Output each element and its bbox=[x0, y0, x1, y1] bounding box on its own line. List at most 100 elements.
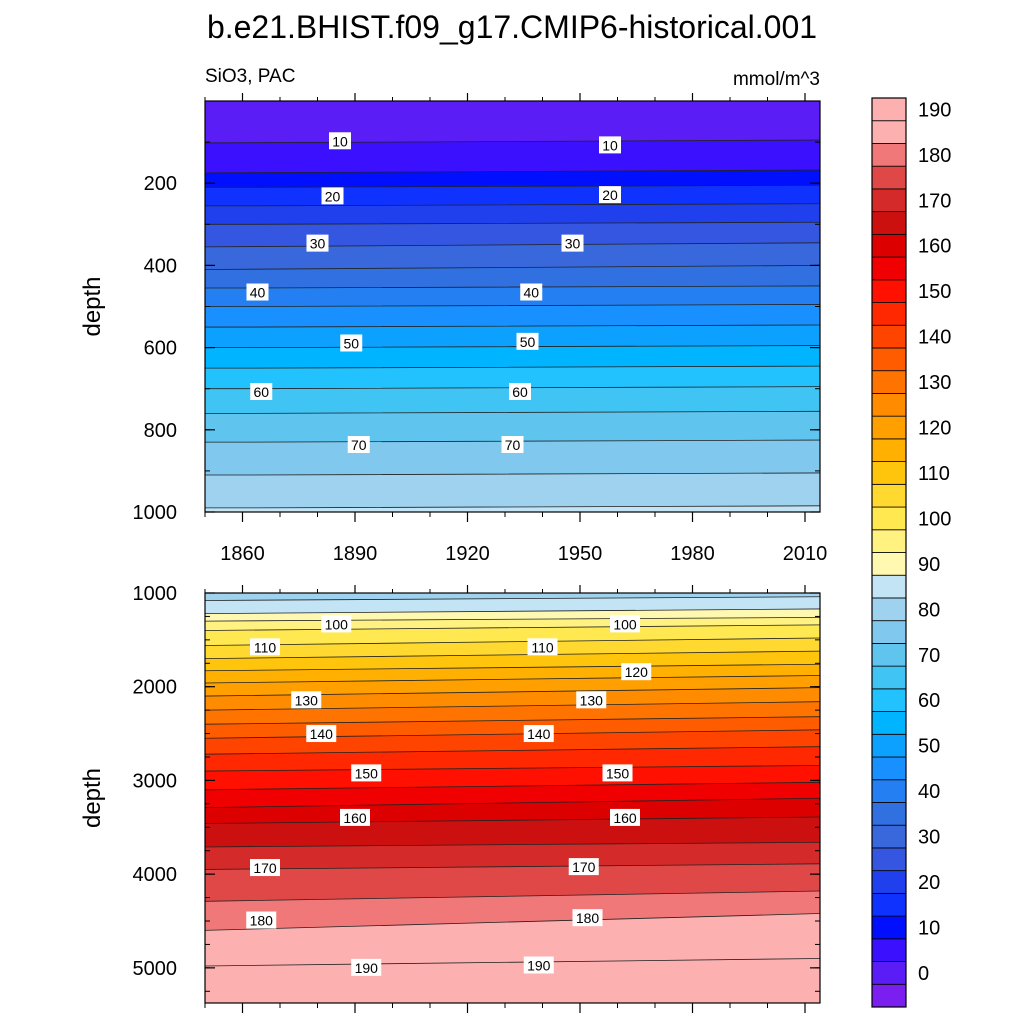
y-tick-label: 1000 bbox=[133, 502, 178, 524]
colorbar-bin bbox=[871, 733, 907, 758]
contour-label-bg bbox=[351, 958, 382, 976]
colorbar-bin bbox=[871, 165, 907, 190]
y-tick-label: 3000 bbox=[133, 770, 178, 792]
upper-band bbox=[205, 304, 820, 328]
colorbar-bin bbox=[871, 393, 907, 417]
colorbar-bin bbox=[871, 574, 907, 599]
contour-label: 30 bbox=[565, 236, 581, 252]
contour-label-bg bbox=[610, 615, 640, 633]
contour-label: 20 bbox=[325, 188, 341, 204]
contour-label-bg bbox=[602, 764, 633, 782]
lower-band bbox=[205, 729, 820, 755]
contour-label: 170 bbox=[253, 860, 277, 876]
contour-label-bg bbox=[523, 725, 554, 743]
colorbar-bin bbox=[871, 120, 907, 144]
lower-band bbox=[205, 664, 820, 683]
contour-label: 50 bbox=[520, 334, 536, 350]
colorbar-frame bbox=[871, 97, 907, 1008]
x-tick-label: 2010 bbox=[783, 543, 828, 565]
lower-band bbox=[205, 716, 820, 739]
contour-label-bg bbox=[610, 808, 640, 826]
upper-band bbox=[205, 411, 820, 443]
colorbar-tick-label: 140 bbox=[918, 327, 951, 349]
lower-band bbox=[205, 687, 820, 711]
colorbar-tick-label: 30 bbox=[918, 827, 940, 849]
contour-label-bg bbox=[306, 234, 329, 252]
contour-label: 40 bbox=[523, 285, 539, 301]
colorbar-bin bbox=[871, 188, 907, 213]
contour-label: 130 bbox=[580, 692, 604, 708]
colorbar-bin bbox=[871, 892, 907, 917]
upper-fill: 10 10 20 20 30 30 40 40 50 50 60 60 70 70 bbox=[205, 101, 820, 512]
contour-label-bg bbox=[501, 436, 524, 454]
lower-band bbox=[205, 651, 820, 671]
contour-label-bg bbox=[340, 808, 370, 826]
contour-label: 60 bbox=[253, 384, 269, 400]
x-tick-label: 1980 bbox=[670, 543, 715, 565]
lower-band bbox=[205, 782, 820, 808]
upper-band bbox=[205, 285, 820, 307]
contour-label: 100 bbox=[325, 616, 349, 632]
colorbar-tick-label: 70 bbox=[918, 645, 940, 667]
contour-label: 120 bbox=[625, 664, 649, 680]
contour-label: 190 bbox=[527, 958, 551, 974]
colorbar-bin bbox=[871, 143, 907, 167]
contour-label: 70 bbox=[351, 437, 367, 453]
y-tick-label: 800 bbox=[144, 420, 177, 442]
colorbar-bin bbox=[871, 97, 907, 122]
colorbar-bin bbox=[871, 870, 907, 894]
contour-label: 70 bbox=[505, 437, 521, 453]
contour-label-bg bbox=[599, 136, 621, 154]
upper-band bbox=[205, 242, 820, 270]
colorbar-bin bbox=[871, 324, 907, 349]
colorbar-bin bbox=[871, 256, 907, 281]
contour-label: 180 bbox=[250, 913, 274, 929]
colorbar-bin bbox=[871, 620, 907, 644]
contour-label: 160 bbox=[343, 810, 367, 826]
lower-band bbox=[205, 637, 820, 659]
lower-frame bbox=[204, 592, 821, 1004]
y-tick-label: 1000 bbox=[133, 583, 178, 605]
colorbar-tick-label: 170 bbox=[918, 190, 951, 212]
colorbar-tick-label: 60 bbox=[918, 690, 940, 712]
y-tick-label: 2000 bbox=[133, 677, 178, 699]
colorbar-bin bbox=[871, 506, 907, 531]
colorbar-bin bbox=[871, 211, 907, 235]
contour-label-bg bbox=[572, 909, 603, 927]
colorbar-bin bbox=[871, 233, 907, 258]
contour-label-bg bbox=[621, 663, 652, 681]
x-tick-label: 1860 bbox=[220, 543, 265, 565]
contour-label-bg bbox=[599, 186, 621, 204]
contour-label-bg bbox=[321, 187, 344, 205]
colorbar-bin bbox=[871, 597, 907, 622]
contour-label: 150 bbox=[355, 765, 379, 781]
contour-label: 50 bbox=[343, 335, 359, 351]
colorbar-bin bbox=[871, 802, 907, 826]
y-tick-label: 5000 bbox=[133, 958, 178, 980]
contour-label-bg bbox=[340, 334, 363, 352]
contour-label-bg bbox=[306, 725, 337, 743]
units-label: mmol/m^3 bbox=[733, 69, 820, 90]
lower-band bbox=[205, 863, 820, 902]
colorbar-bin bbox=[871, 279, 907, 303]
colorbar-bin bbox=[871, 461, 907, 485]
contour-label: 10 bbox=[332, 133, 348, 149]
upper-band bbox=[205, 170, 820, 188]
colorbar-tick-label: 20 bbox=[918, 872, 940, 894]
contour-label: 20 bbox=[602, 187, 618, 203]
colorbar-bin bbox=[871, 711, 907, 735]
colorbar: 0 10 20 30 40 50 60 70 80 90 100 110 120 130 140 150 160… bbox=[871, 97, 951, 1008]
colorbar-bin bbox=[871, 983, 907, 1008]
contour-label-bg bbox=[250, 859, 280, 877]
upper-band bbox=[205, 324, 820, 348]
contour-label: 110 bbox=[531, 639, 554, 655]
contour-label: 140 bbox=[310, 726, 334, 742]
colorbar-bin bbox=[871, 779, 907, 803]
contour-label-bg bbox=[351, 764, 382, 782]
colorbar-tick-label: 110 bbox=[918, 463, 950, 485]
upper-band bbox=[205, 185, 820, 206]
lower-band bbox=[205, 891, 820, 931]
colorbar-tick-label: 90 bbox=[918, 554, 940, 576]
colorbar-tick-label: 80 bbox=[918, 599, 940, 621]
